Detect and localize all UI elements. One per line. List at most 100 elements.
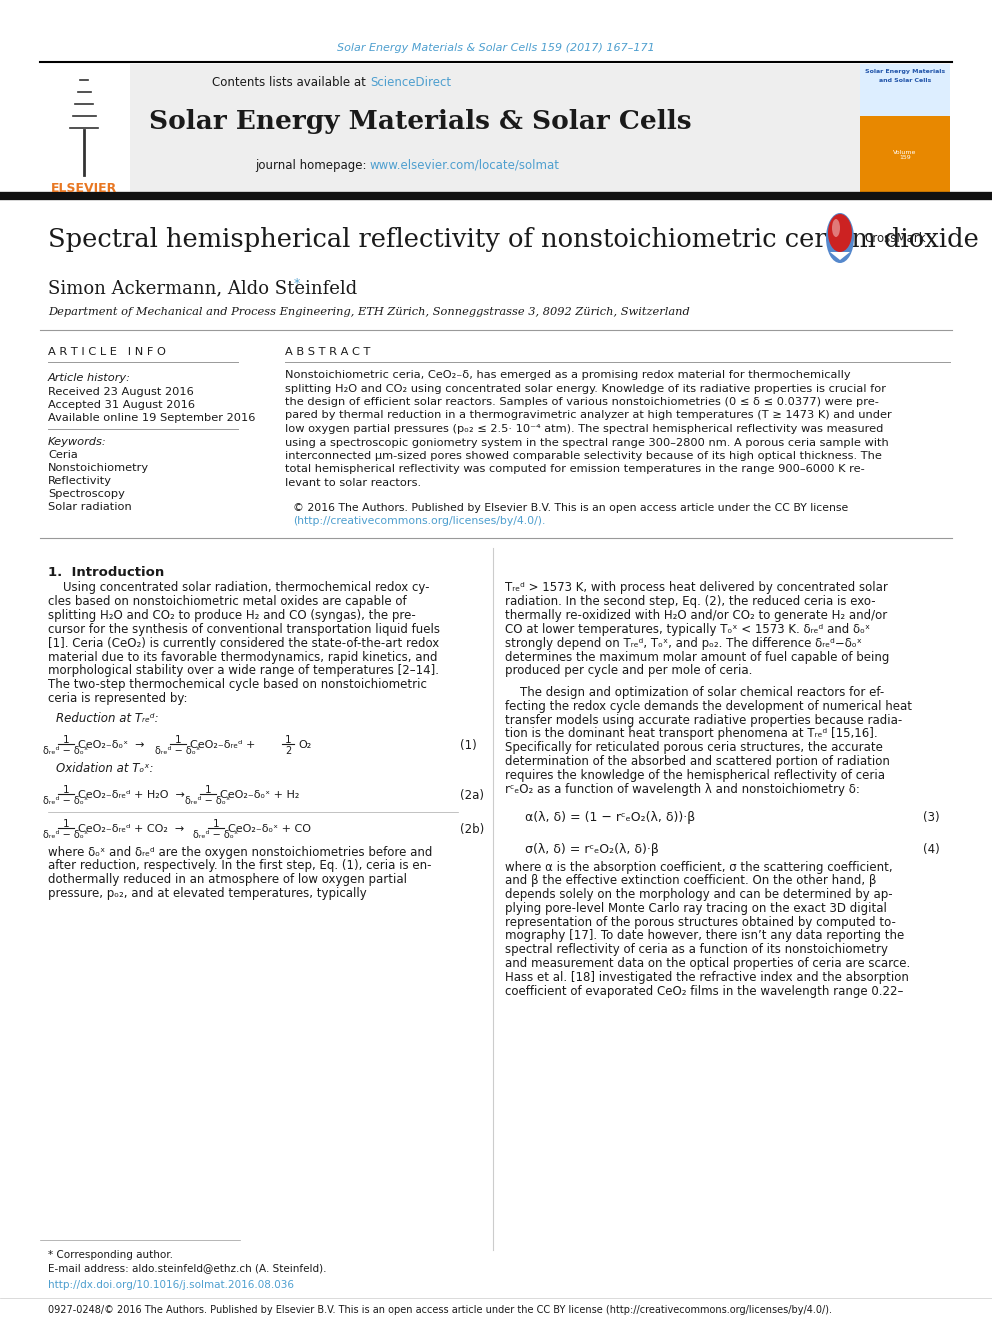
Text: δᵣₑᵈ − δₒˣ: δᵣₑᵈ − δₒˣ bbox=[193, 831, 239, 840]
Text: CO at lower temperatures, typically Tₒˣ < 1573 K. δᵣₑᵈ and δₒˣ: CO at lower temperatures, typically Tₒˣ … bbox=[505, 623, 870, 636]
Text: coefficient of evaporated CeO₂ films in the wavelength range 0.22–: coefficient of evaporated CeO₂ films in … bbox=[505, 984, 904, 998]
FancyBboxPatch shape bbox=[860, 116, 950, 196]
Text: 1: 1 bbox=[204, 785, 211, 795]
Text: Using concentrated solar radiation, thermochemical redox cy-: Using concentrated solar radiation, ther… bbox=[48, 582, 430, 594]
Text: plying pore-level Monte Carlo ray tracing on the exact 3D digital: plying pore-level Monte Carlo ray tracin… bbox=[505, 902, 887, 916]
Text: ELSEVIER: ELSEVIER bbox=[51, 181, 117, 194]
Text: Article history:: Article history: bbox=[48, 373, 131, 382]
Text: 0927-0248/© 2016 The Authors. Published by Elsevier B.V. This is an open access : 0927-0248/© 2016 The Authors. Published … bbox=[48, 1304, 832, 1315]
Text: E-mail address: aldo.steinfeld@ethz.ch (A. Steinfeld).: E-mail address: aldo.steinfeld@ethz.ch (… bbox=[48, 1263, 326, 1273]
Text: journal homepage:: journal homepage: bbox=[255, 159, 370, 172]
Text: Nonstoichiometry: Nonstoichiometry bbox=[48, 463, 149, 474]
Text: Accepted 31 August 2016: Accepted 31 August 2016 bbox=[48, 400, 195, 410]
Text: CeO₂₋δᵣₑᵈ + CO₂  →: CeO₂₋δᵣₑᵈ + CO₂ → bbox=[78, 824, 185, 835]
Text: radiation. In the second step, Eq. (2), the reduced ceria is exo-: radiation. In the second step, Eq. (2), … bbox=[505, 595, 876, 609]
FancyBboxPatch shape bbox=[860, 64, 950, 116]
Text: after reduction, respectively. In the first step, Eq. (1), ceria is en-: after reduction, respectively. In the fi… bbox=[48, 860, 432, 872]
Text: Tᵣₑᵈ > 1573 K, with process heat delivered by concentrated solar: Tᵣₑᵈ > 1573 K, with process heat deliver… bbox=[505, 582, 888, 594]
Text: transfer models using accurate radiative properties because radia-: transfer models using accurate radiative… bbox=[505, 713, 903, 726]
Text: Solar Energy Materials: Solar Energy Materials bbox=[865, 70, 945, 74]
Text: Received 23 August 2016: Received 23 August 2016 bbox=[48, 388, 193, 397]
Text: Contents lists available at: Contents lists available at bbox=[212, 75, 370, 89]
Text: splitting H₂O and CO₂ to produce H₂ and CO (syngas), the pre-: splitting H₂O and CO₂ to produce H₂ and … bbox=[48, 609, 416, 622]
Text: CeO₂₋δᵣₑᵈ +: CeO₂₋δᵣₑᵈ + bbox=[190, 740, 255, 750]
Text: CrossMark: CrossMark bbox=[864, 232, 926, 245]
FancyBboxPatch shape bbox=[42, 64, 130, 196]
Text: (2b): (2b) bbox=[460, 823, 484, 836]
Text: (1): (1) bbox=[460, 738, 477, 751]
Text: δᵣₑᵈ − δₒˣ: δᵣₑᵈ − δₒˣ bbox=[186, 796, 230, 806]
Text: strongly depend on Tᵣₑᵈ, Tₒˣ, and pₒ₂. The difference δᵣₑᵈ−δₒˣ: strongly depend on Tᵣₑᵈ, Tₒˣ, and pₒ₂. T… bbox=[505, 636, 862, 650]
Text: CeO₂₋δₒˣ  →: CeO₂₋δₒˣ → bbox=[78, 740, 145, 750]
Text: total hemispherical reflectivity was computed for emission temperatures in the r: total hemispherical reflectivity was com… bbox=[285, 464, 865, 475]
Text: δᵣₑᵈ − δₒˣ: δᵣₑᵈ − δₒˣ bbox=[44, 831, 88, 840]
Text: Specifically for reticulated porous ceria structures, the accurate: Specifically for reticulated porous ceri… bbox=[505, 741, 883, 754]
Text: and β the effective extinction coefficient. On the other hand, β: and β the effective extinction coefficie… bbox=[505, 875, 877, 888]
FancyBboxPatch shape bbox=[42, 64, 860, 196]
Text: cles based on nonstoichiometric metal oxides are capable of: cles based on nonstoichiometric metal ox… bbox=[48, 595, 407, 609]
Text: where α is the absorption coefficient, σ the scattering coefficient,: where α is the absorption coefficient, σ… bbox=[505, 860, 893, 873]
Text: 1: 1 bbox=[175, 736, 182, 745]
Text: Reflectivity: Reflectivity bbox=[48, 476, 112, 486]
Text: © 2016 The Authors. Published by Elsevier B.V. This is an open access article un: © 2016 The Authors. Published by Elsevie… bbox=[293, 503, 848, 513]
Text: CeO₂₋δᵣₑᵈ + H₂O  →: CeO₂₋δᵣₑᵈ + H₂O → bbox=[78, 790, 185, 800]
Text: mography [17]. To date however, there isn’t any data reporting the: mography [17]. To date however, there is… bbox=[505, 930, 905, 942]
Text: Oxidation at Tₒˣ:: Oxidation at Tₒˣ: bbox=[56, 762, 154, 775]
Text: spectral reflectivity of ceria as a function of its nonstoichiometry: spectral reflectivity of ceria as a func… bbox=[505, 943, 888, 957]
Text: The design and optimization of solar chemical reactors for ef-: The design and optimization of solar che… bbox=[505, 687, 884, 699]
Text: splitting H₂O and CO₂ using concentrated solar energy. Knowledge of its radiativ: splitting H₂O and CO₂ using concentrated… bbox=[285, 384, 886, 393]
Text: *: * bbox=[294, 278, 301, 291]
Text: 1: 1 bbox=[285, 736, 292, 745]
Text: σ(λ, δ) = rᶜₑO₂(λ, δ)·β: σ(λ, δ) = rᶜₑO₂(λ, δ)·β bbox=[525, 843, 659, 856]
FancyBboxPatch shape bbox=[860, 64, 950, 196]
Text: 1: 1 bbox=[62, 785, 69, 795]
Text: determines the maximum molar amount of fuel capable of being: determines the maximum molar amount of f… bbox=[505, 651, 890, 664]
Text: [1]. Ceria (CeO₂) is currently considered the state-of-the-art redox: [1]. Ceria (CeO₂) is currently considere… bbox=[48, 636, 439, 650]
Text: α(λ, δ) = (1 − rᶜₑO₂(λ, δ))·β: α(λ, δ) = (1 − rᶜₑO₂(λ, δ))·β bbox=[525, 811, 695, 823]
Text: cursor for the synthesis of conventional transportation liquid fuels: cursor for the synthesis of conventional… bbox=[48, 623, 440, 636]
Text: Solar Energy Materials & Solar Cells: Solar Energy Materials & Solar Cells bbox=[149, 110, 691, 135]
Ellipse shape bbox=[826, 213, 854, 263]
Text: (2a): (2a) bbox=[460, 789, 484, 802]
Text: the design of efficient solar reactors. Samples of various nonstoichiometries (0: the design of efficient solar reactors. … bbox=[285, 397, 879, 407]
Text: depends solely on the morphology and can be determined by ap-: depends solely on the morphology and can… bbox=[505, 888, 893, 901]
Text: Volume
159: Volume 159 bbox=[894, 149, 917, 160]
Text: CeO₂₋δₒˣ + H₂: CeO₂₋δₒˣ + H₂ bbox=[220, 790, 300, 800]
Text: pressure, pₒ₂, and at elevated temperatures, typically: pressure, pₒ₂, and at elevated temperatu… bbox=[48, 888, 367, 900]
Text: low oxygen partial pressures (pₒ₂ ≤ 2.5· 10⁻⁴ atm). The spectral hemispherical r: low oxygen partial pressures (pₒ₂ ≤ 2.5·… bbox=[285, 423, 883, 434]
Text: 1.  Introduction: 1. Introduction bbox=[48, 565, 165, 578]
Text: O₂: O₂ bbox=[298, 740, 311, 750]
Text: Spectral hemispherical reflectivity of nonstoichiometric cerium dioxide: Spectral hemispherical reflectivity of n… bbox=[48, 228, 979, 253]
Text: representation of the porous structures obtained by computed to-: representation of the porous structures … bbox=[505, 916, 896, 929]
Text: Department of Mechanical and Process Engineering, ETH Zürich, Sonneggstrasse 3, : Department of Mechanical and Process Eng… bbox=[48, 307, 689, 318]
Text: requires the knowledge of the hemispherical reflectivity of ceria: requires the knowledge of the hemispheri… bbox=[505, 769, 885, 782]
Text: Nonstoichiometric ceria, CeO₂₋δ, has emerged as a promising redox material for t: Nonstoichiometric ceria, CeO₂₋δ, has eme… bbox=[285, 370, 850, 380]
Text: dothermally reduced in an atmosphere of low oxygen partial: dothermally reduced in an atmosphere of … bbox=[48, 873, 407, 886]
Text: (3): (3) bbox=[924, 811, 940, 823]
Ellipse shape bbox=[832, 220, 840, 237]
Text: 1: 1 bbox=[212, 819, 219, 830]
Text: CeO₂₋δₒˣ + CO: CeO₂₋δₒˣ + CO bbox=[228, 824, 311, 835]
Text: morphological stability over a wide range of temperatures [2–14].: morphological stability over a wide rang… bbox=[48, 664, 439, 677]
Text: fecting the redox cycle demands the development of numerical heat: fecting the redox cycle demands the deve… bbox=[505, 700, 912, 713]
Text: Spectroscopy: Spectroscopy bbox=[48, 490, 125, 499]
Text: ceria is represented by:: ceria is represented by: bbox=[48, 692, 187, 705]
Text: Available online 19 September 2016: Available online 19 September 2016 bbox=[48, 413, 255, 423]
Text: δᵣₑᵈ − δₒˣ: δᵣₑᵈ − δₒˣ bbox=[44, 746, 88, 757]
Text: 1: 1 bbox=[62, 736, 69, 745]
Text: (http://creativecommons.org/licenses/by/4.0/).: (http://creativecommons.org/licenses/by/… bbox=[293, 516, 546, 527]
Text: and measurement data on the optical properties of ceria are scarce.: and measurement data on the optical prop… bbox=[505, 957, 911, 970]
Text: and Solar Cells: and Solar Cells bbox=[879, 78, 931, 82]
Text: Simon Ackermann, Aldo Steinfeld: Simon Ackermann, Aldo Steinfeld bbox=[48, 279, 357, 296]
Text: δᵣₑᵈ − δₒˣ: δᵣₑᵈ − δₒˣ bbox=[44, 796, 88, 806]
Text: using a spectroscopic goniometry system in the spectral range 300–2800 nm. A por: using a spectroscopic goniometry system … bbox=[285, 438, 889, 447]
Text: (4): (4) bbox=[924, 843, 940, 856]
Text: determination of the absorbed and scattered portion of radiation: determination of the absorbed and scatte… bbox=[505, 755, 890, 769]
Text: tion is the dominant heat transport phenomena at Tᵣₑᵈ [15,16].: tion is the dominant heat transport phen… bbox=[505, 728, 878, 741]
Text: thermally re-oxidized with H₂O and/or CO₂ to generate H₂ and/or: thermally re-oxidized with H₂O and/or CO… bbox=[505, 609, 887, 622]
Text: A B S T R A C T: A B S T R A C T bbox=[285, 347, 370, 357]
Text: Ceria: Ceria bbox=[48, 450, 77, 460]
Polygon shape bbox=[830, 251, 850, 261]
Text: interconnected μm-sized pores showed comparable selectivity because of its high : interconnected μm-sized pores showed com… bbox=[285, 451, 882, 460]
Text: levant to solar reactors.: levant to solar reactors. bbox=[285, 478, 422, 488]
